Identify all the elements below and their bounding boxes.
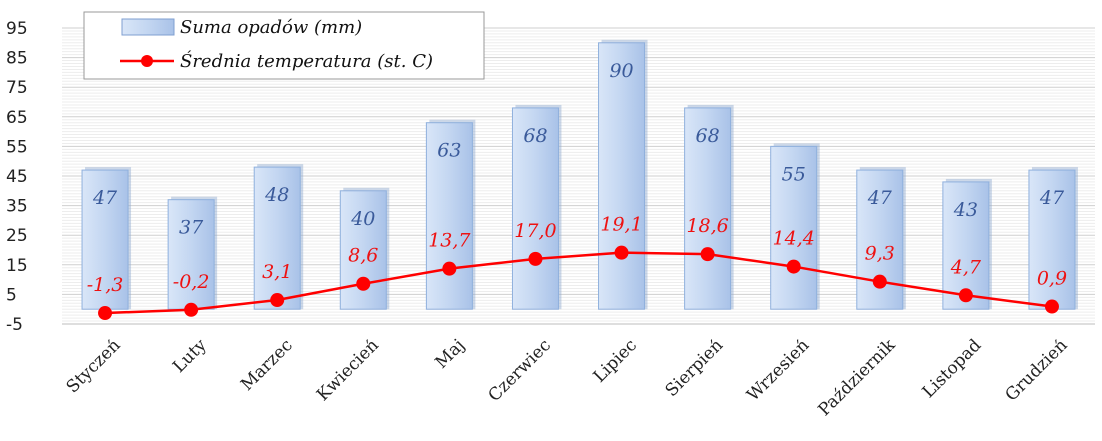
line-point	[872, 274, 887, 289]
line-point	[700, 247, 715, 262]
x-tick-label: Luty	[169, 335, 211, 377]
y-tick-label: 75	[6, 78, 28, 98]
line-point	[356, 276, 371, 291]
x-tick-label: Wrzesień	[743, 335, 813, 405]
bar-value-label: 68	[696, 125, 720, 147]
legend-label-line: Średnia temperatura (st. C)	[180, 49, 433, 72]
bar-value-label: 43	[953, 199, 978, 221]
bar	[425, 122, 473, 310]
bar	[770, 145, 818, 310]
bar-value-label: 63	[437, 140, 461, 162]
gridlines	[62, 27, 1095, 325]
temperature-value-label: 4,7	[950, 256, 982, 278]
x-tick-label: Październik	[815, 335, 900, 420]
bar-value-label: 55	[782, 163, 806, 185]
y-tick-label: 65	[6, 108, 28, 128]
x-tick-label: Styczeń	[63, 335, 125, 397]
bar-value-label: 68	[523, 125, 547, 147]
y-tick-label: 95	[6, 19, 28, 39]
line-point	[958, 288, 973, 303]
line-point	[614, 245, 629, 260]
line-point	[1044, 299, 1059, 314]
legend-bar-swatch	[121, 18, 175, 36]
temperature-value-label: -1,3	[87, 274, 124, 296]
bar-value-label: 48	[264, 184, 289, 206]
line-series	[98, 245, 1059, 321]
temperature-line	[104, 251, 1053, 315]
bar-value-label: 90	[609, 60, 633, 82]
line-point	[442, 261, 457, 276]
y-tick-label: 85	[6, 49, 28, 69]
bar	[253, 166, 301, 310]
bar-series	[81, 39, 1078, 310]
x-tick-label: Kwiecień	[313, 335, 383, 405]
x-tick-label: Czerwiec	[484, 335, 555, 406]
temperature-value-label: 3,1	[262, 261, 292, 283]
legend: Suma opadów (mm) Średnia temperatura (st…	[83, 11, 485, 80]
legend-label-bars: Suma opadów (mm)	[180, 17, 362, 38]
line-point	[786, 259, 801, 274]
y-tick-label: 45	[6, 167, 28, 187]
bar	[684, 107, 732, 310]
line-point	[184, 302, 199, 317]
x-tick-label: Sierpień	[662, 335, 728, 401]
bar-value-label: 47	[867, 187, 893, 209]
temperature-value-label: -0,2	[173, 271, 210, 293]
bar	[81, 169, 129, 310]
bar	[1028, 169, 1076, 310]
bar	[511, 107, 559, 310]
line-point	[528, 251, 543, 266]
x-tick-label: Lipiec	[590, 335, 641, 386]
temperature-value-label: 19,1	[600, 214, 642, 236]
y-tick-label: 35	[6, 197, 28, 217]
bar-value-label: 47	[92, 187, 118, 209]
y-tick-label: 15	[6, 256, 28, 276]
temperature-value-label: 17,0	[514, 220, 556, 242]
temperature-value-label: 9,3	[865, 243, 895, 265]
x-tick-label: Grudzień	[1002, 335, 1072, 405]
x-tick-label: Listopad	[919, 335, 986, 402]
y-tick-label: 55	[6, 137, 28, 157]
temperature-value-label: 8,6	[348, 245, 378, 267]
bar-value-label: 47	[1039, 187, 1065, 209]
data-labels: 47 37 48 40 63 68 90 68 55 47 43 47 -1,3 -0,2 3,1 8,6 13…	[87, 60, 1067, 296]
line-point	[98, 306, 113, 321]
temperature-value-label: 13,7	[428, 230, 471, 252]
temperature-value-label: 0,9	[1037, 268, 1067, 290]
bar	[167, 199, 215, 310]
line-point	[270, 293, 285, 308]
bar	[598, 42, 646, 310]
x-tick-label: Marzec	[237, 335, 297, 395]
y-tick-label: 5	[6, 285, 17, 305]
temperature-value-label: 14,4	[773, 228, 815, 250]
bar-value-label: 40	[350, 208, 375, 230]
y-tick-label: -5	[6, 315, 23, 335]
y-tick-label: 25	[6, 226, 28, 246]
bar	[942, 181, 990, 310]
bar-value-label: 37	[179, 217, 204, 239]
x-tick-label: Maj	[432, 335, 469, 372]
temperature-value-label: 18,6	[686, 215, 728, 237]
legend-marker-swatch	[141, 55, 153, 67]
